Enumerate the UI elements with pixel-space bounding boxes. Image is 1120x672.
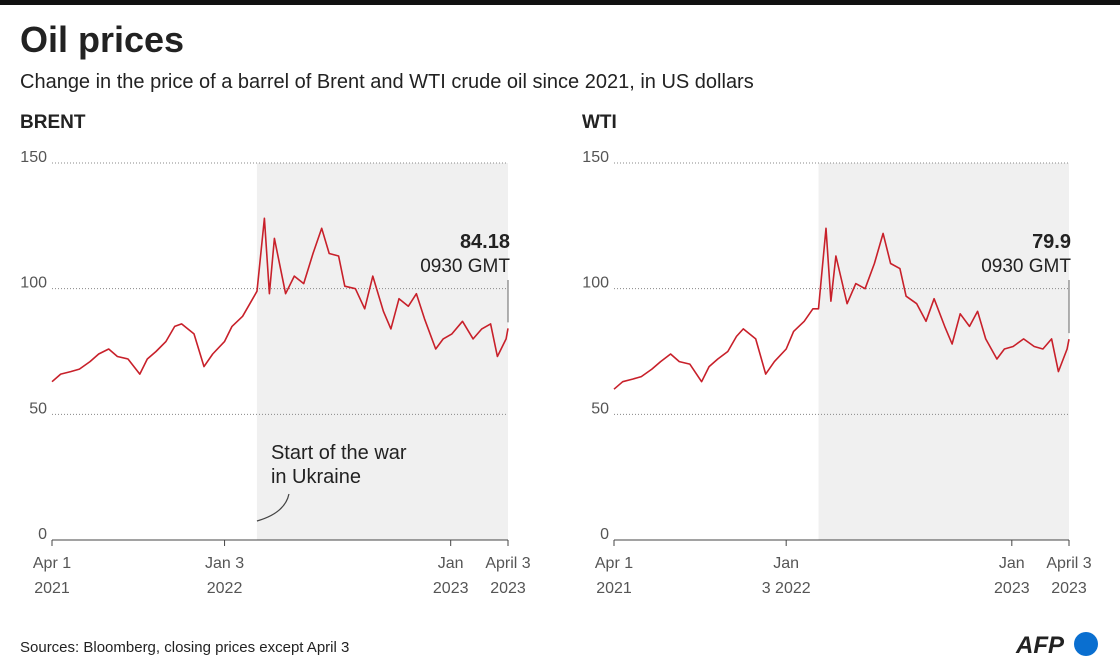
- x-tick-label: April 3: [1046, 555, 1091, 572]
- annotation: in Ukraine: [271, 466, 361, 488]
- x-tick-label: 2021: [34, 580, 70, 597]
- page-title: Oil prices: [20, 19, 184, 60]
- x-tick-label: 2023: [433, 580, 469, 597]
- end-note: 0930 GMT: [981, 256, 1071, 277]
- x-tick-label: 2023: [994, 580, 1030, 597]
- y-tick-label: 100: [20, 275, 47, 292]
- x-tick-label: Jan: [773, 555, 799, 572]
- highlight: [256, 163, 508, 540]
- y-tick-label: 100: [582, 275, 609, 292]
- x-tick-label: 2021: [596, 580, 632, 597]
- subtitle: Change in the price of a barrel of Brent…: [20, 71, 754, 93]
- x-tick-label: Jan 3: [205, 555, 244, 572]
- panel-title: WTI: [582, 112, 617, 133]
- x-tick-label: Jan: [438, 555, 464, 572]
- logo: AFP: [1015, 632, 1065, 659]
- source: Sources: Bloomberg, closing prices excep…: [20, 639, 349, 656]
- y-tick-label: 0: [600, 526, 609, 543]
- end-value-label: 84.18: [460, 231, 510, 253]
- annotation: Start of the war: [271, 442, 407, 464]
- y-tick-label: 0: [38, 526, 47, 543]
- x-tick-label: 3 2022: [762, 580, 811, 597]
- y-tick-label: 50: [591, 400, 609, 417]
- annotation-arrow: [256, 493, 290, 522]
- line: [613, 227, 1070, 390]
- x-tick-label: 2022: [207, 580, 243, 597]
- end-note: 0930 GMT: [420, 256, 510, 277]
- x-tick-label: Jan: [999, 555, 1025, 572]
- x-tick-label: April 3: [485, 555, 530, 572]
- x-tick-label: Apr 1: [33, 555, 71, 572]
- line: [51, 217, 509, 383]
- y-tick-label: 150: [582, 149, 609, 166]
- highlight: [818, 163, 1069, 540]
- end-value-label: 79.9: [1032, 231, 1071, 253]
- x-tick-label: Apr 1: [595, 555, 633, 572]
- y-tick-label: 50: [29, 400, 47, 417]
- panel-title: BRENT: [20, 112, 86, 133]
- logo-dot: [1074, 632, 1098, 656]
- x-tick-label: 2023: [490, 580, 526, 597]
- y-tick-label: 150: [20, 149, 47, 166]
- x-tick-label: 2023: [1051, 580, 1087, 597]
- top-bar: [0, 0, 1120, 5]
